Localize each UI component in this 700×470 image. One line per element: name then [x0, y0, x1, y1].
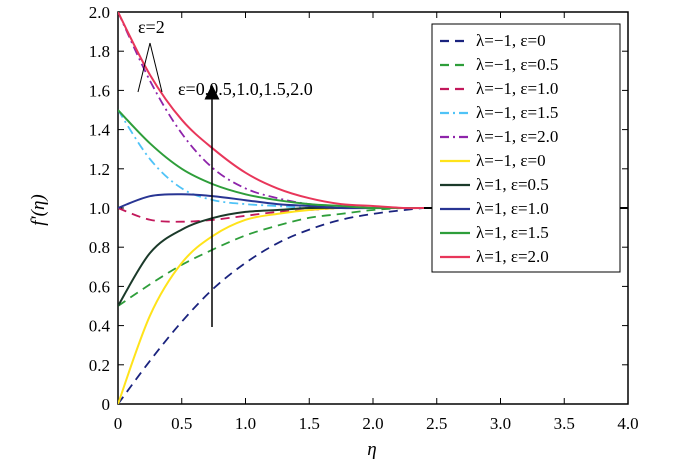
- legend-label: λ=−1, ε=0: [476, 31, 546, 50]
- y-tick-label: 1.4: [89, 121, 111, 140]
- series-line-1: [118, 206, 425, 307]
- series-line-6: [118, 206, 424, 307]
- annotation-leader-1: [137, 42, 151, 93]
- x-tick-label: 0.5: [171, 414, 192, 433]
- x-tick-label: 0: [114, 414, 123, 433]
- y-tick-label: 1.8: [89, 42, 110, 61]
- x-axis-label: η: [367, 439, 376, 460]
- legend-label: λ=1, ε=1.0: [476, 199, 549, 218]
- y-tick-label: 0.4: [89, 317, 111, 336]
- legend: λ=−1, ε=0 λ=−1, ε=0.5 λ=−1, ε=1.0 λ=−1, ε=1…: [431, 23, 621, 273]
- legend-label: λ=−1, ε=1.0: [476, 79, 558, 98]
- legend-label: λ=1, ε=2.0: [476, 247, 549, 266]
- y-tick-label: 1.2: [89, 160, 110, 179]
- series-line-5: [118, 206, 424, 404]
- y-tick-label: 1.6: [89, 81, 110, 100]
- y-tick-label: 0.8: [89, 238, 110, 257]
- x-tick-label: 2.0: [362, 414, 383, 433]
- series-line-4: [118, 12, 424, 210]
- series-line-3: [118, 109, 424, 210]
- x-tick-label: 1.5: [299, 414, 320, 433]
- x-tick-label: 1.0: [235, 414, 256, 433]
- axis-ticks: 0 0.5 1.0 1.5 2.0 2.5 3.0 3.5 4.0 0 0.2 0.4 0.6 0.8 1.…: [89, 3, 639, 433]
- y-tick-label: 1.0: [89, 199, 110, 218]
- legend-label: λ=−1, ε=0: [476, 151, 546, 170]
- x-tick-label: 3.0: [490, 414, 511, 433]
- legend-label: λ=1, ε=1.5: [476, 223, 549, 242]
- annotation-epsilon2: ε=2: [138, 17, 165, 37]
- y-tick-label: 2.0: [89, 3, 110, 22]
- annotation-epsilon-values: ε=0,0.5,1.0,1.5,2.0: [178, 79, 313, 99]
- series-line-9: [118, 12, 425, 210]
- legend-label: λ=1, ε=0.5: [476, 175, 549, 194]
- y-tick-label: 0: [102, 395, 111, 414]
- legend-label: λ=−1, ε=2.0: [476, 127, 558, 146]
- legend-label: λ=−1, ε=1.5: [476, 103, 558, 122]
- series-line-8: [118, 109, 424, 210]
- x-tick-label: 2.5: [426, 414, 447, 433]
- x-tick-label: 3.5: [554, 414, 575, 433]
- y-axis-label: f'(η): [28, 194, 49, 225]
- y-tick-label: 0.2: [89, 356, 110, 375]
- series-lines: [118, 12, 628, 404]
- series-line-0: [118, 207, 425, 404]
- annotation-leader-2: [149, 42, 163, 93]
- x-tick-label: 4.0: [617, 414, 638, 433]
- y-tick-label: 0.6: [89, 277, 110, 296]
- legend-label: λ=−1, ε=0.5: [476, 55, 558, 74]
